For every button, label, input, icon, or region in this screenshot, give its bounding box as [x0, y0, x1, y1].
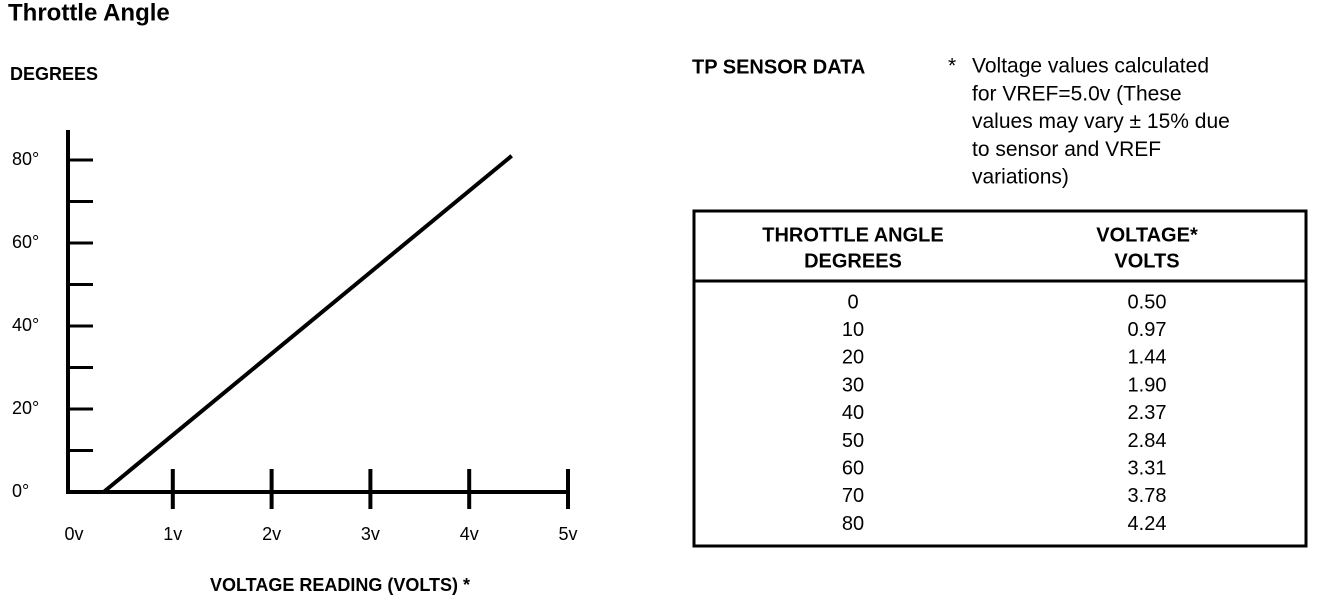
note-line: for VREF=5.0v (These — [972, 82, 1182, 105]
x-axis-label: VOLTAGE READING (VOLTS) * — [210, 575, 470, 595]
table-cell: 10 — [842, 319, 864, 341]
note-line: Voltage values calculated — [972, 55, 1209, 78]
note-line: values may vary ± 15% due — [972, 110, 1230, 133]
column-header: VOLTS — [1114, 250, 1179, 272]
y-tick-label: 40° — [12, 315, 39, 335]
column-header: DEGREES — [804, 250, 902, 272]
y-tick-label: 80° — [12, 149, 39, 169]
y-tick-label: 60° — [12, 232, 39, 252]
table-cell: 1.90 — [1128, 374, 1167, 396]
table-cell: 40 — [842, 402, 864, 424]
table-cell: 60 — [842, 457, 864, 479]
y-tick-label: 0° — [12, 481, 29, 501]
table-cell: 1.44 — [1128, 347, 1167, 369]
table-cell: 0 — [847, 291, 858, 313]
x-tick-label: 1v — [163, 524, 182, 544]
note-line: variations) — [972, 166, 1069, 189]
y-axis-label: DEGREES — [10, 64, 98, 84]
x-tick-label: 0v — [64, 524, 83, 544]
note-line: to sensor and VREF — [972, 138, 1161, 161]
note-marker: * — [948, 55, 956, 78]
table-border — [692, 209, 1308, 548]
table-cell: 70 — [842, 485, 864, 507]
table-cell: 0.97 — [1128, 319, 1167, 341]
table-cell: 50 — [842, 430, 864, 452]
chart-title: Throttle Angle — [8, 0, 170, 26]
table-cell: 3.31 — [1128, 457, 1167, 479]
table-heading: TP SENSOR DATA — [692, 56, 865, 78]
column-header: THROTTLE ANGLE — [762, 224, 943, 246]
column-header: VOLTAGE* — [1096, 224, 1198, 246]
table-cell: 2.84 — [1128, 430, 1167, 452]
x-tick-label: 4v — [460, 524, 479, 544]
table-cell: 2.37 — [1128, 402, 1167, 424]
table-cell: 80 — [842, 513, 864, 535]
table-cell: 30 — [842, 374, 864, 396]
x-tick-label: 5v — [558, 524, 577, 544]
x-tick-label: 2v — [262, 524, 281, 544]
data-line — [102, 154, 513, 494]
table-cell: 3.78 — [1128, 485, 1167, 507]
table-cell: 0.50 — [1128, 291, 1167, 313]
y-tick-label: 20° — [12, 398, 39, 418]
table-cell: 20 — [842, 347, 864, 369]
x-tick-label: 3v — [361, 524, 380, 544]
table-cell: 4.24 — [1128, 513, 1167, 535]
